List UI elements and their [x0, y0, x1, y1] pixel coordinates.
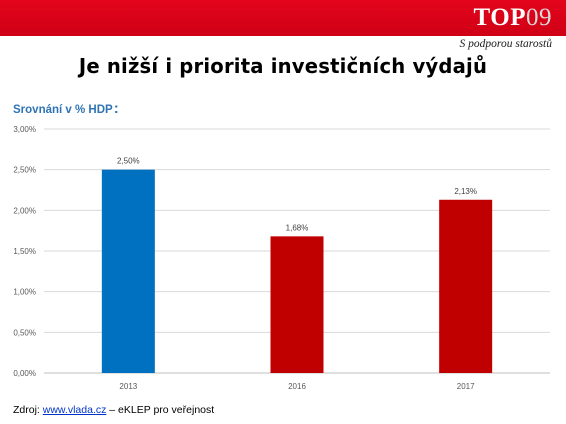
y-tick-label: 1,50%: [13, 247, 36, 256]
logo-number-text: 09: [526, 4, 552, 31]
top09-logo: TOP09: [474, 5, 552, 31]
y-tick-label: 3,00%: [13, 125, 36, 134]
y-tick-label: 2,50%: [13, 166, 36, 175]
bar-2017: [439, 199, 493, 373]
source-link[interactable]: www.vlada.cz: [42, 404, 107, 416]
slide-title: Je nižší i priorita investičních výdajů: [78, 54, 488, 78]
x-tick-label-2013: 2013: [119, 382, 137, 391]
source-suffix: – eKLEP pro veřejnost: [106, 404, 215, 416]
data-label-2017: 2,13%: [454, 187, 477, 196]
x-tick-label-2017: 2017: [457, 382, 475, 391]
source-prefix: Zdroj:: [13, 404, 43, 416]
y-tick-label: 0,00%: [13, 369, 36, 378]
chart-subtitle: Srovnání v % HDP:: [13, 100, 119, 117]
logo-top-text: TOP: [473, 4, 526, 31]
y-tick-label: 2,00%: [13, 206, 36, 215]
bar-chart: 0,00% 0,50% 1,00% 1,50% 2,00% 2,50% 3,00% 2,50%…: [0, 118, 566, 400]
data-label-2016: 1,68%: [286, 223, 309, 232]
bar-2013: [101, 169, 155, 373]
header-band: [0, 0, 566, 36]
data-label-2013: 2,50%: [117, 157, 140, 166]
chart-subtitle-text: Srovnání v % HDP: [13, 104, 113, 116]
chart-subtitle-colon: :: [113, 100, 119, 117]
y-tick-label: 0,50%: [13, 328, 36, 337]
bar-chart-svg: 0,00% 0,50% 1,00% 1,50% 2,00% 2,50% 3,00% 2,50%…: [13, 125, 550, 391]
tagline: S podporou starostů: [459, 38, 552, 50]
y-tick-label: 1,00%: [13, 288, 36, 297]
x-tick-label-2016: 2016: [288, 382, 306, 391]
source-note: Zdroj: www.vlada.cz – eKLEP pro veřejnos…: [13, 404, 214, 416]
bar-2016: [270, 236, 324, 373]
